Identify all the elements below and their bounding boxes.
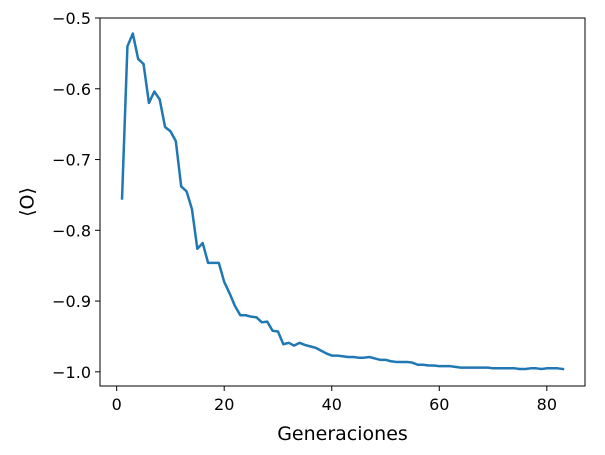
x-tick-label: 40 bbox=[322, 395, 342, 414]
y-axis-ticks: −1.0 −0.9 −0.8 −0.7 −0.6 −0.5 bbox=[52, 9, 100, 382]
x-axis-label: Generaciones bbox=[277, 423, 408, 445]
y-tick-label: −0.8 bbox=[52, 221, 91, 240]
plot-area bbox=[120, 32, 565, 371]
x-tick-label: 0 bbox=[112, 395, 122, 414]
y-tick-label: −0.9 bbox=[52, 292, 91, 311]
y-tick-label: −0.5 bbox=[52, 9, 91, 28]
plot-frame bbox=[99, 17, 586, 387]
x-tick-label: 80 bbox=[537, 395, 557, 414]
x-axis-ticks: 0 20 40 60 80 bbox=[112, 386, 557, 414]
y-tick-label: −0.6 bbox=[52, 80, 91, 99]
x-tick-label: 60 bbox=[429, 395, 449, 414]
y-tick-label: −0.7 bbox=[52, 151, 91, 170]
series-line bbox=[120, 32, 565, 371]
y-tick-label: −1.0 bbox=[52, 363, 91, 382]
x-tick-label: 20 bbox=[214, 395, 234, 414]
y-axis-label: ⟨O⟩ bbox=[17, 187, 39, 217]
